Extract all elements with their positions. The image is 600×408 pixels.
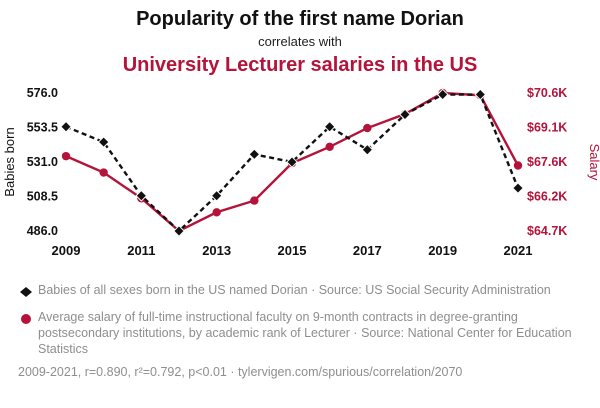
- chart-title-secondary: University Lecturer salaries in the US: [122, 54, 478, 76]
- salary-data-point: [99, 168, 108, 177]
- chart-area: 486.0 508.5 531.0 553.5 576.0 $64.7K $66.2K $67…: [0, 79, 600, 276]
- salary-data-point: [61, 151, 71, 161]
- babies-data-point: [173, 225, 185, 237]
- diamond-icon: [18, 282, 38, 303]
- babies-data-point: [248, 148, 261, 161]
- left-tick-label: 576.0: [27, 86, 58, 100]
- babies-data-point: [135, 189, 148, 202]
- left-tick-label: 531.0: [27, 155, 58, 169]
- legend-item-salary: Average salary of full-time instructiona…: [18, 309, 582, 357]
- x-tick-label: 2011: [127, 243, 155, 258]
- right-tick-label: $70.6K: [527, 86, 567, 100]
- babies-data-point: [60, 120, 72, 133]
- salary-data-point: [325, 142, 334, 151]
- babies-data-point: [210, 189, 223, 202]
- left-tick-label: 486.0: [27, 224, 58, 238]
- legend-item-babies: Babies of all sexes born in the US named…: [18, 282, 582, 303]
- babies-data-point: [361, 143, 374, 156]
- babies-data-point: [512, 182, 524, 194]
- right-tick-label: $67.6K: [527, 155, 567, 169]
- footer-citation: 2009-2021, r=0.890, r²=0.792, p<0.01 · t…: [18, 365, 463, 379]
- salary-data-point: [250, 196, 259, 205]
- left-tick-label: 553.5: [27, 121, 58, 135]
- legend: Babies of all sexes born in the US named…: [0, 276, 600, 357]
- babies-data-point: [286, 156, 298, 168]
- legend-text-babies: Babies of all sexes born in the US named…: [38, 283, 551, 297]
- circle-icon: [18, 309, 38, 330]
- right-tick-label: $64.7K: [527, 224, 567, 238]
- salary-data-point: [363, 123, 372, 133]
- right-tick-label: $69.1K: [527, 121, 567, 135]
- x-tick-label: 2015: [278, 243, 307, 258]
- babies-data-point: [399, 108, 411, 121]
- chart-svg: 486.0 508.5 531.0 553.5 576.0 $64.7K $66.2K $67…: [2, 86, 600, 258]
- chart-title: Popularity of the first name Dorian: [136, 8, 464, 30]
- x-tick-label: 2021: [504, 243, 533, 258]
- babies-data-point: [323, 120, 336, 133]
- salary-data-point: [513, 161, 523, 170]
- x-tick-label: 2013: [202, 243, 231, 258]
- left-tick-label: 508.5: [27, 190, 58, 204]
- salary-data-point: [212, 208, 221, 217]
- chart-subtitle: correlates with: [258, 34, 342, 49]
- legend-text-salary: Average salary of full-time instructiona…: [38, 310, 572, 356]
- x-tick-label: 2017: [353, 243, 382, 258]
- babies-data-point: [474, 88, 487, 101]
- chart-header: Popularity of the first name Dorian corr…: [0, 0, 600, 77]
- babies-data-point: [97, 136, 110, 148]
- right-tick-label: $66.2K: [527, 190, 567, 204]
- babies-data-point: [436, 88, 449, 101]
- x-tick-label: 2009: [52, 243, 81, 258]
- left-axis-label: Babies born: [2, 127, 17, 196]
- right-axis-label: Salary: [587, 144, 600, 181]
- x-tick-label: 2019: [428, 243, 457, 258]
